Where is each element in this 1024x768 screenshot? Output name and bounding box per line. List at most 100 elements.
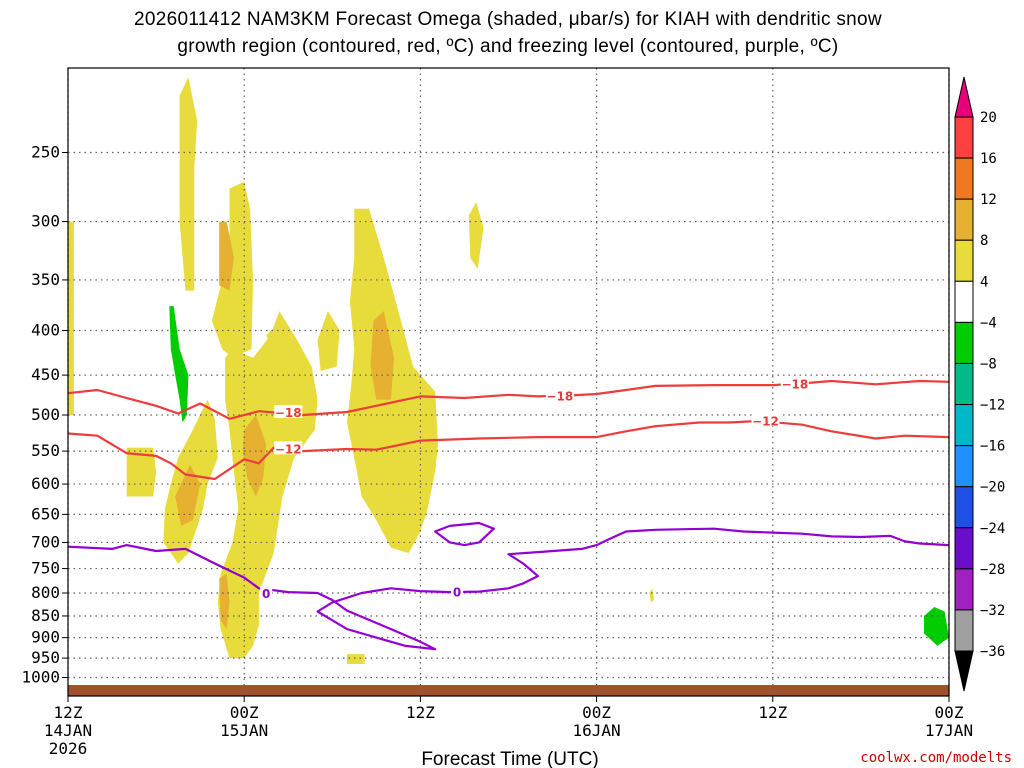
colorbar-tick-label: −36 xyxy=(980,644,1005,660)
y-tick-label: 250 xyxy=(31,143,60,162)
colorbar-tick-label: −8 xyxy=(980,356,997,372)
y-tick-label: 350 xyxy=(31,270,60,289)
colorbar-segment xyxy=(954,527,974,570)
x-tick-label: 12Z xyxy=(406,703,435,722)
y-tick-label: 650 xyxy=(31,504,60,523)
contour-label: −18 xyxy=(781,377,808,391)
plot-frame xyxy=(67,67,950,697)
contour-label-bg xyxy=(451,584,464,598)
x-tick-date: 15JAN xyxy=(220,721,268,740)
contour-label: −18 xyxy=(547,390,574,404)
omega-region xyxy=(179,77,198,291)
colorbar-tick-label: 12 xyxy=(980,192,997,208)
x-axis-label: Forecast Time (UTC) xyxy=(421,749,598,768)
omega-region xyxy=(370,311,394,400)
colorbar-segment xyxy=(954,486,974,529)
y-tick-label: 600 xyxy=(31,474,60,493)
colorbar-segment xyxy=(954,445,974,488)
omega-region xyxy=(266,320,296,392)
colorbar-segment xyxy=(954,609,974,652)
omega-region xyxy=(68,221,74,415)
x-tick-label: 00Z xyxy=(935,703,964,722)
colorbar-bottom-arrow xyxy=(954,650,974,692)
ground-layer xyxy=(68,685,949,696)
contour-label: 0 xyxy=(262,587,270,601)
colorbar-segment xyxy=(954,116,974,159)
x-tick-date: 17JAN xyxy=(925,721,973,740)
omega-region xyxy=(347,654,365,664)
chart-title-line1: 2026011412 NAM3KM Forecast Omega (shaded… xyxy=(134,9,882,30)
omega-region xyxy=(219,573,230,630)
omega-region xyxy=(347,208,438,554)
credit-text: coolwx.com/modelts xyxy=(860,750,1012,766)
colorbar-tick-label: 8 xyxy=(980,233,988,249)
colorbar-segment xyxy=(954,198,974,241)
colorbar-tick-label: −12 xyxy=(980,398,1005,414)
omega-region xyxy=(211,181,253,358)
colorbar-segment xyxy=(954,568,974,611)
colorbar-tick-label: −24 xyxy=(980,521,1005,537)
x-tick-label: 00Z xyxy=(582,703,611,722)
colorbar-tick-label: −32 xyxy=(980,603,1005,619)
y-tick-label: 550 xyxy=(31,441,60,460)
colorbar-segment xyxy=(954,362,974,406)
colorbar-top-arrow xyxy=(954,76,974,118)
contour-line xyxy=(67,419,950,481)
contour-line xyxy=(67,379,950,420)
y-tick-label: 750 xyxy=(31,559,60,578)
x-tick-date: 16JAN xyxy=(573,721,621,740)
colorbar-tick-label: −28 xyxy=(980,562,1005,578)
colorbar-tick-label: −20 xyxy=(980,480,1005,496)
omega-region xyxy=(169,306,189,423)
contour-label-bg xyxy=(780,376,809,390)
x-tick-label: 12Z xyxy=(54,703,83,722)
contour-label: −18 xyxy=(275,406,302,420)
omega-region xyxy=(242,415,267,497)
omega-shaded-regions xyxy=(68,77,949,664)
colorbar-segment xyxy=(954,280,974,323)
omega-region xyxy=(219,221,234,291)
omega-region xyxy=(217,311,318,659)
colorbar-segment xyxy=(954,321,974,364)
colorbar-segment xyxy=(954,239,974,282)
contour-label-bg xyxy=(260,586,273,600)
y-tick-label: 300 xyxy=(31,212,60,231)
contour-label: −12 xyxy=(752,414,779,428)
y-tick-label: 950 xyxy=(31,648,60,667)
y-tick-label: 500 xyxy=(31,405,60,424)
x-tick-date: 14JAN xyxy=(44,721,92,740)
contour-label-bg xyxy=(274,441,303,455)
x-tick-label: 00Z xyxy=(230,703,259,722)
omega-region xyxy=(175,464,201,526)
contour-line xyxy=(434,521,495,547)
contour-line xyxy=(67,527,950,651)
colorbar-segment xyxy=(954,157,974,200)
colorbar: 20 16 12 8 4 −4 −8 −12 −16 −20 −24 −28 −32 −36 xyxy=(954,76,1005,692)
x-tick-year: 2026 xyxy=(49,739,88,758)
colorbar-tick-label: −16 xyxy=(980,439,1005,455)
y-tick-label: 700 xyxy=(31,532,60,551)
colorbar-tick-label: −4 xyxy=(980,315,997,331)
ground-bar xyxy=(68,685,949,696)
omega-region xyxy=(649,588,654,603)
omega-region xyxy=(317,311,340,371)
chart-title-line2: growth region (contoured, red, ºC) and f… xyxy=(177,36,838,57)
y-tick-label: 800 xyxy=(31,583,60,602)
x-tick-label: 12Z xyxy=(758,703,787,722)
colorbar-segment xyxy=(954,404,974,447)
contour-label-bg xyxy=(751,413,780,427)
contour-label-bg xyxy=(545,388,574,402)
contour-label: 0 xyxy=(453,586,461,600)
contour-labels: −18 −12 −18 −18 −12 0 0 xyxy=(260,376,809,601)
y-tick-label: 850 xyxy=(31,606,60,625)
contour-label-bg xyxy=(274,404,303,418)
y-tick-label: 450 xyxy=(31,365,60,384)
contour-label: −12 xyxy=(275,442,302,456)
colorbar-tick-label: 16 xyxy=(980,151,997,167)
colorbar-tick-label: 4 xyxy=(980,274,988,290)
omega-region xyxy=(468,202,484,269)
y-tick-label: 1000 xyxy=(21,668,60,687)
omega-region xyxy=(924,607,949,646)
